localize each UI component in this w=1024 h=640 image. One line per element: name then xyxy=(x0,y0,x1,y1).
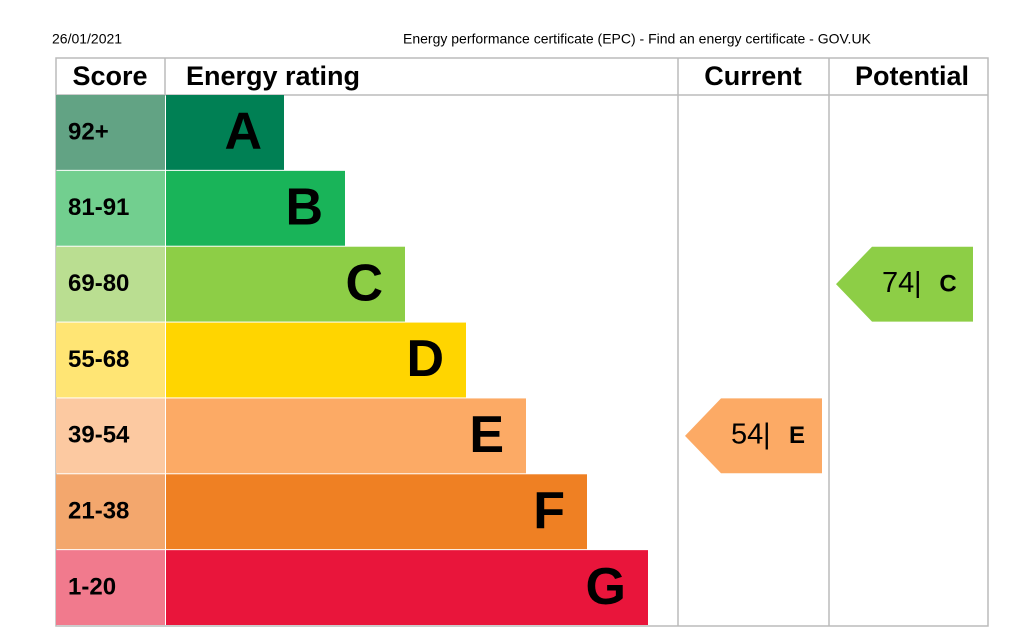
score-cell xyxy=(56,550,165,625)
potential-score: 74 xyxy=(882,267,914,299)
potential-rating: C xyxy=(939,270,956,297)
rating-bar xyxy=(166,550,648,625)
column-header: Potential xyxy=(855,61,969,91)
rating-letter: D xyxy=(406,330,444,388)
print-title: Energy performance certificate (EPC) - F… xyxy=(403,31,872,47)
rating-bar xyxy=(166,246,405,322)
rating-bar xyxy=(166,398,526,474)
score-cell xyxy=(56,170,165,246)
column-header: Current xyxy=(704,61,802,91)
rating-bar xyxy=(166,322,466,398)
rating-bar xyxy=(166,474,587,550)
rating-letter: A xyxy=(224,103,262,161)
score-range: 55-68 xyxy=(68,346,129,373)
column-header: Score xyxy=(72,61,147,91)
score-range: 92+ xyxy=(68,118,109,145)
rating-letter: F xyxy=(533,482,565,540)
rating-letter: G xyxy=(586,558,626,616)
current-arrow xyxy=(685,398,822,474)
current-score: 54 xyxy=(731,419,763,451)
potential-arrow xyxy=(836,246,973,322)
rating-letter: E xyxy=(469,406,504,464)
score-cell xyxy=(56,322,165,398)
print-date: 26/01/2021 xyxy=(52,31,122,47)
current-separator: | xyxy=(763,419,771,451)
score-range: 1-20 xyxy=(68,573,116,600)
current-rating: E xyxy=(789,422,805,449)
score-range: 39-54 xyxy=(68,422,130,449)
score-cell xyxy=(56,474,165,550)
rating-bar xyxy=(166,95,284,170)
rating-letter: C xyxy=(345,254,383,312)
score-cell xyxy=(56,398,165,474)
score-range: 21-38 xyxy=(68,498,129,525)
potential-separator: | xyxy=(914,267,922,299)
score-cell xyxy=(56,95,165,170)
score-range: 69-80 xyxy=(68,270,129,297)
score-range: 81-91 xyxy=(68,194,129,221)
score-cell xyxy=(56,246,165,322)
rating-letter: B xyxy=(285,179,323,237)
column-header: Energy rating xyxy=(186,61,360,91)
rating-bar xyxy=(166,170,345,246)
